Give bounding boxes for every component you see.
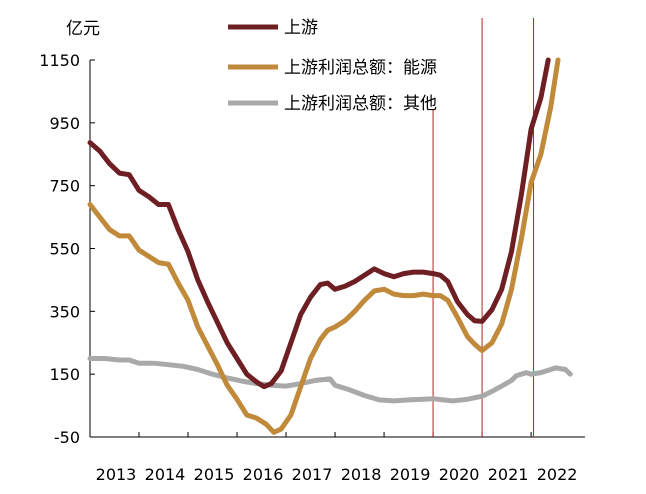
x-axis: 2013 2014 2015 2016 2017 2018 2019 2020 2021 2022 — [89, 432, 585, 484]
y-axis-unit-label: 亿元 — [66, 19, 100, 39]
x-tick-label: 2020 — [439, 465, 480, 484]
y-tick-label: 550 — [49, 240, 80, 259]
x-tick-label: 2014 — [145, 465, 186, 484]
y-tick-label: 750 — [49, 177, 80, 196]
x-tick-label: 2017 — [292, 465, 333, 484]
legend-label: 上游 — [284, 18, 318, 38]
x-tick-label: 2015 — [194, 465, 235, 484]
x-tick-label: 2013 — [96, 465, 137, 484]
x-tick-label: 2021 — [488, 465, 529, 484]
series-line-2 — [87, 57, 561, 435]
y-tick-label: 350 — [49, 302, 80, 321]
x-tick-label: 2018 — [341, 465, 382, 484]
legend-label: 上游利润总额：能源 — [284, 58, 437, 78]
y-tick-label: 150 — [49, 365, 80, 384]
x-tick-label: 2022 — [537, 465, 578, 484]
legend-label: 上游利润总额：其他 — [284, 94, 437, 114]
data-series — [87, 57, 573, 435]
y-axis: 1150 950 750 550 350 150 -50 — [39, 51, 95, 447]
series-line-3 — [87, 356, 573, 404]
series-line-1 — [87, 57, 551, 390]
y-tick-label: 1150 — [39, 51, 80, 70]
x-tick-label: 2016 — [243, 465, 284, 484]
y-tick-label: -50 — [54, 428, 80, 447]
y-tick-label: 950 — [49, 114, 80, 133]
x-tick-label: 2019 — [390, 465, 431, 484]
